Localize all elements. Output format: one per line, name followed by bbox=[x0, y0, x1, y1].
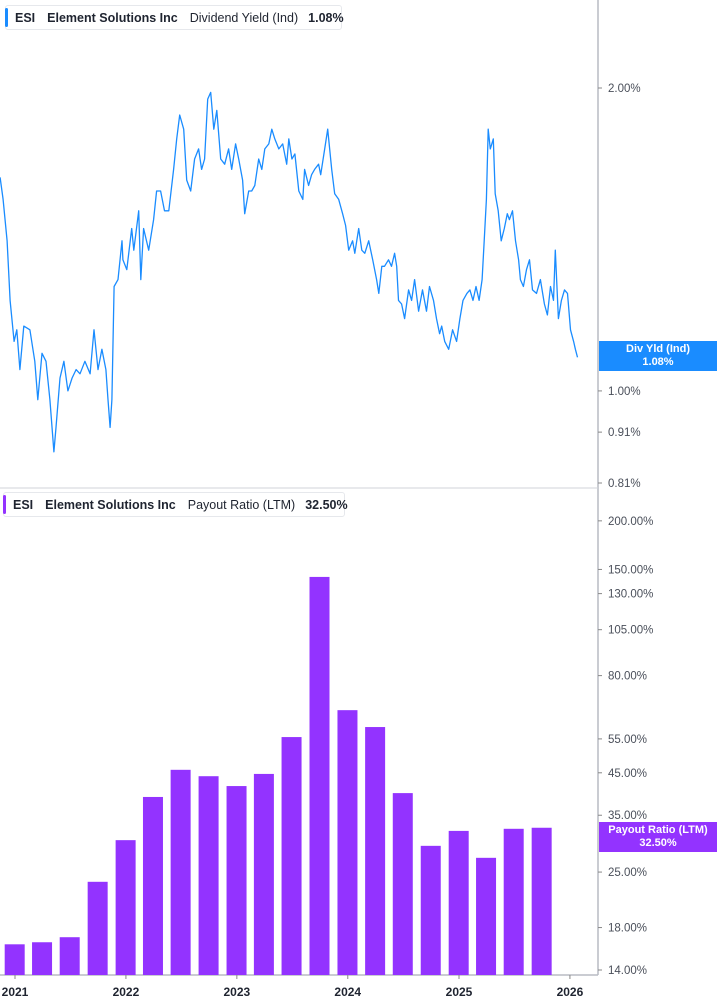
series-color-marker bbox=[3, 495, 6, 514]
payout-ratio-bar bbox=[420, 845, 441, 975]
payout-ratio-bar bbox=[337, 710, 358, 975]
legend-ticker: ESI bbox=[15, 10, 36, 25]
legend-payout-ratio: ESI Element Solutions Inc Payout Ratio (… bbox=[3, 492, 348, 517]
legend-dividend-yield: ESI Element Solutions Inc Dividend Yield… bbox=[5, 5, 344, 30]
payout-ratio-bar bbox=[115, 840, 136, 975]
y-tick-label: 45.00% bbox=[608, 768, 647, 780]
payout-ratio-bar bbox=[4, 944, 25, 975]
y-tick-label: 2.00% bbox=[608, 83, 641, 95]
legend-company: Element Solutions Inc bbox=[47, 10, 178, 25]
payout-ratio-bar bbox=[476, 857, 497, 975]
x-tick-label: 2025 bbox=[446, 985, 473, 999]
payout-ratio-bar bbox=[59, 937, 80, 975]
y-tick-label: 35.00% bbox=[608, 810, 647, 822]
payout-ratio-bar bbox=[142, 796, 163, 975]
y-tick-label: 150.00% bbox=[608, 564, 653, 576]
legend-company: Element Solutions Inc bbox=[45, 497, 176, 512]
series-color-marker bbox=[5, 8, 8, 27]
y-tick-label: 0.81% bbox=[608, 478, 641, 490]
payout-ratio-bar bbox=[253, 773, 274, 975]
tag-value: 32.50% bbox=[639, 837, 677, 849]
payout-ratio-bar bbox=[309, 576, 330, 975]
x-tick-label: 2024 bbox=[334, 985, 361, 999]
y-tick-label: 0.91% bbox=[608, 427, 641, 439]
payout-ratio-bar bbox=[392, 793, 413, 975]
x-tick-label: 2021 bbox=[2, 985, 29, 999]
legend-metric: Payout Ratio (LTM) bbox=[187, 497, 296, 512]
current-value-tag-payout: Payout Ratio (LTM) 32.50% bbox=[599, 822, 717, 852]
y-tick-label: 14.00% bbox=[608, 965, 647, 977]
payout-ratio-bar bbox=[170, 769, 191, 975]
x-tick-label: 2022 bbox=[113, 985, 140, 999]
legend-value: 32.50% bbox=[305, 497, 348, 512]
payout-ratio-bar bbox=[32, 942, 53, 975]
y-tick-label: 80.00% bbox=[608, 671, 647, 683]
payout-ratio-bar bbox=[448, 830, 469, 975]
tag-label: Div Yld (Ind) bbox=[626, 343, 690, 355]
legend-metric: Dividend Yield (Ind) bbox=[189, 10, 299, 25]
y-tick-label: 1.00% bbox=[608, 386, 641, 398]
dividend-yield-line bbox=[0, 91, 579, 453]
legend-value: 1.08% bbox=[308, 10, 344, 25]
tag-label: Payout Ratio (LTM) bbox=[608, 824, 708, 836]
y-tick-label: 25.00% bbox=[608, 867, 647, 879]
current-value-tag-yield: Div Yld (Ind) 1.08% bbox=[599, 341, 717, 371]
y-tick-label: 200.00% bbox=[608, 516, 653, 528]
x-tick-label: 2026 bbox=[557, 985, 584, 999]
legend-ticker: ESI bbox=[13, 497, 34, 512]
y-tick-label: 105.00% bbox=[608, 625, 653, 637]
payout-ratio-bar bbox=[226, 786, 247, 975]
payout-ratio-bar bbox=[281, 737, 302, 975]
y-tick-label: 55.00% bbox=[608, 734, 647, 746]
y-tick-label: 18.00% bbox=[608, 923, 647, 935]
payout-ratio-bar bbox=[531, 827, 552, 975]
payout-ratio-bar bbox=[87, 881, 108, 975]
payout-ratio-bar bbox=[365, 727, 386, 975]
payout-ratio-bar bbox=[503, 828, 524, 975]
payout-ratio-bar bbox=[198, 776, 219, 975]
tag-value: 1.08% bbox=[642, 356, 674, 368]
x-tick-label: 2023 bbox=[223, 985, 250, 999]
y-tick-label: 130.00% bbox=[608, 589, 653, 601]
